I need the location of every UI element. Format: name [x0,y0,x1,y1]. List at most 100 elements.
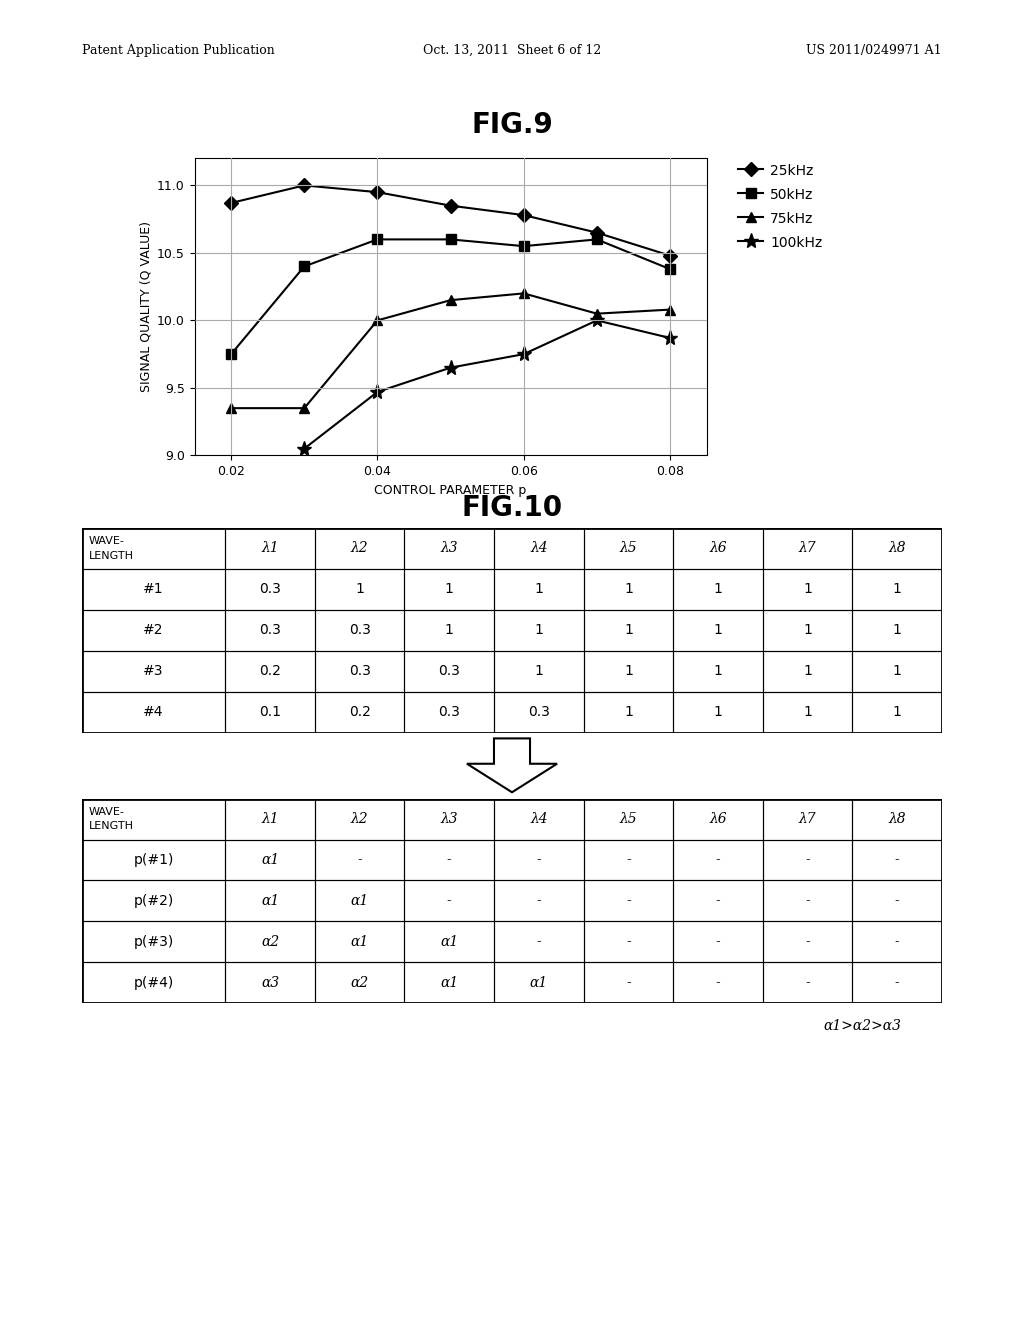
Bar [225,692,315,733]
Text: 1: 1 [893,705,902,719]
Bar [225,528,315,569]
Text: FIG.10: FIG.10 [462,494,562,523]
25kHz [591,224,603,240]
Text: -: - [716,853,721,867]
Bar [225,799,315,840]
Text: λ1: λ1 [261,541,279,556]
Bar [82,840,225,880]
Text: 0.3: 0.3 [259,623,281,638]
Bar [494,569,584,610]
Bar [315,880,404,921]
Bar [763,962,852,1003]
Text: α1: α1 [440,935,459,949]
Bar [852,799,942,840]
Bar [315,692,404,733]
Bar [673,528,763,569]
Text: -: - [357,853,362,867]
Bar [225,962,315,1003]
Bar [225,569,315,610]
25kHz [517,207,529,223]
Text: -: - [895,853,900,867]
Text: -: - [537,853,542,867]
Text: 1: 1 [714,623,723,638]
Bar [852,921,942,962]
Text: λ4: λ4 [530,812,548,826]
50kHz [225,346,238,362]
Text: 1: 1 [624,582,633,597]
Text: 1: 1 [624,705,633,719]
75kHz [517,285,529,301]
Bar [673,610,763,651]
Bar [584,962,674,1003]
Bar [404,880,494,921]
Bar [494,610,584,651]
Text: λ3: λ3 [440,541,458,556]
Bar [763,799,852,840]
Line: 25kHz: 25kHz [226,181,675,260]
FancyArrow shape [467,738,557,792]
Bar [584,610,674,651]
Bar [763,569,852,610]
Bar [315,840,404,880]
Text: λ2: λ2 [351,541,369,556]
Text: α1>α2>α3: α1>α2>α3 [823,1019,901,1034]
Text: 0.3: 0.3 [528,705,550,719]
Bar [584,799,674,840]
Line: 75kHz: 75kHz [226,289,675,413]
Bar [584,569,674,610]
Text: LENGTH: LENGTH [89,821,134,832]
Bar [494,528,584,569]
Text: p(#2): p(#2) [133,894,174,908]
Text: λ7: λ7 [799,541,816,556]
Bar [225,651,315,692]
100kHz [664,330,676,346]
Text: -: - [626,894,631,908]
25kHz [664,248,676,264]
25kHz [372,185,384,201]
Bar [494,880,584,921]
Text: 1: 1 [535,582,544,597]
Text: #4: #4 [143,705,164,719]
Bar [584,692,674,733]
Bar [584,528,674,569]
Bar [673,921,763,962]
Text: 0.3: 0.3 [438,664,460,678]
Text: -: - [626,853,631,867]
Bar [494,921,584,962]
Text: 0.2: 0.2 [259,664,281,678]
75kHz [444,292,457,308]
Text: p(#4): p(#4) [133,975,174,990]
Text: p(#1): p(#1) [133,853,174,867]
Text: -: - [895,935,900,949]
Text: 1: 1 [803,623,812,638]
Bar [82,651,225,692]
Text: 1: 1 [893,582,902,597]
Text: -: - [895,975,900,990]
Text: 1: 1 [535,623,544,638]
Bar [673,840,763,880]
Bar [584,921,674,962]
Bar [82,692,225,733]
Text: -: - [626,975,631,990]
Bar [404,569,494,610]
Text: WAVE-: WAVE- [89,536,125,546]
Y-axis label: SIGNAL QUALITY (Q VALUE): SIGNAL QUALITY (Q VALUE) [140,222,153,392]
Text: FIG.9: FIG.9 [471,111,553,140]
50kHz [298,259,310,275]
Bar [494,692,584,733]
Bar [852,569,942,610]
Bar [315,962,404,1003]
Bar [82,569,225,610]
Text: α1: α1 [440,975,459,990]
Bar [852,651,942,692]
Text: λ1: λ1 [261,812,279,826]
25kHz [225,195,238,211]
100kHz [517,346,529,362]
Text: λ8: λ8 [889,541,906,556]
100kHz [298,441,310,457]
Text: -: - [626,935,631,949]
Bar [673,880,763,921]
Bar [404,610,494,651]
Bar [852,962,942,1003]
Text: α1: α1 [350,935,369,949]
